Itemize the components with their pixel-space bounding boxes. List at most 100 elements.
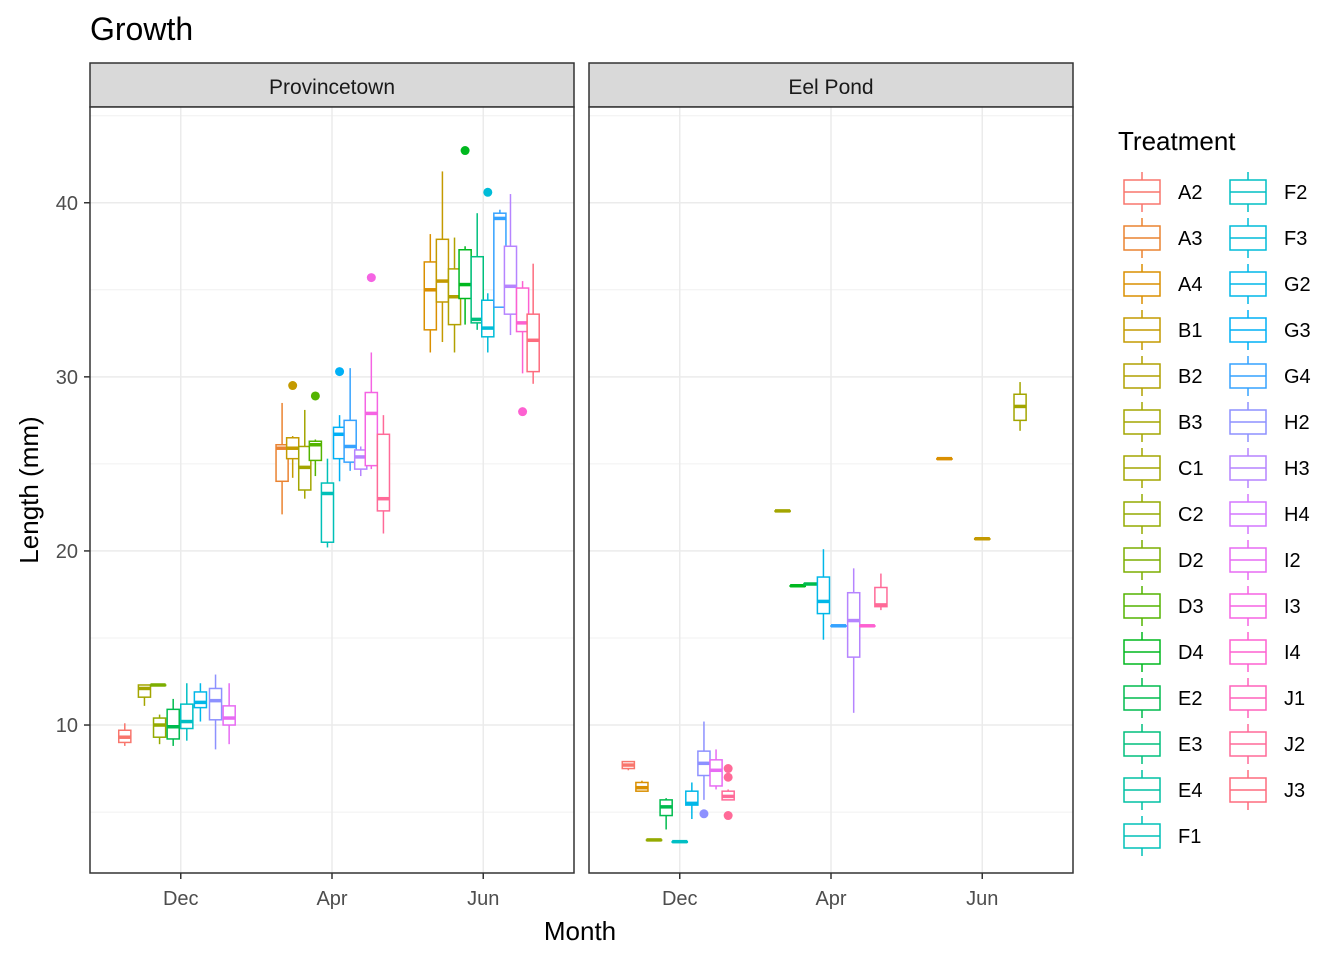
box-h3-jun	[503, 194, 518, 336]
legend-label: J1	[1284, 688, 1305, 710]
box-f2-dec	[180, 683, 194, 741]
legend-title: Treatment	[1118, 126, 1236, 156]
legend-item-b1: B1	[1123, 310, 1202, 350]
legend-item-i4: I4	[1229, 632, 1301, 672]
box-j2-apr	[874, 573, 888, 611]
facet-label: Eel Pond	[788, 76, 873, 99]
legend-label: G2	[1284, 274, 1311, 296]
legend-item-h4: H4	[1229, 494, 1310, 534]
outlier-point	[288, 381, 298, 391]
legend-label: A4	[1178, 274, 1202, 296]
facet-panels: Provincetown Dec Apr Jun 10 20 30 40 Eel Pond Dec…	[56, 62, 1074, 910]
box-j2-apr	[376, 415, 391, 534]
box-d4-apr	[789, 584, 807, 588]
box-i4-apr	[858, 624, 876, 628]
y-axis-title: Length (mm)	[14, 416, 44, 563]
legend-label: B3	[1178, 412, 1202, 434]
box-a3-apr	[275, 402, 289, 515]
legend-label: J3	[1284, 780, 1305, 802]
box-e2-dec	[659, 798, 673, 830]
legend-label: C1	[1178, 458, 1204, 480]
facet-strip	[89, 62, 575, 108]
legend-item-c2: C2	[1123, 494, 1204, 534]
box-b1-jun	[973, 536, 991, 541]
box-i2-dec	[222, 683, 236, 745]
legend-label: I3	[1284, 596, 1301, 618]
box-e3-jun	[470, 213, 484, 330]
legend-item-f2: F2	[1229, 172, 1307, 212]
legend-item-a3: A3	[1123, 218, 1202, 258]
box-d3-apr	[308, 391, 323, 477]
box-a2-dec	[621, 760, 636, 771]
box-b2-jun	[447, 237, 462, 353]
legend-item-h2: H2	[1229, 402, 1310, 442]
box-b1-jun	[435, 171, 450, 343]
box-i2-dec	[709, 749, 723, 790]
outlier-point	[310, 391, 320, 401]
panel-eel-pond: Eel Pond Dec Apr Jun	[588, 62, 1074, 910]
box-i3-apr	[364, 273, 379, 470]
legend-label: G3	[1284, 320, 1311, 342]
legend-label: B2	[1178, 366, 1202, 388]
box-i4-jun	[515, 281, 530, 417]
legend-item-j3: J3	[1229, 770, 1305, 810]
box-c1-apr	[774, 509, 791, 513]
legend-label: D4	[1178, 642, 1204, 664]
outlier-point	[460, 146, 470, 156]
legend-item-f3: F3	[1229, 218, 1307, 258]
outlier-point	[723, 811, 733, 821]
legend-label: H4	[1284, 504, 1310, 526]
legend-label: F2	[1284, 182, 1307, 204]
legend-label: C2	[1178, 504, 1204, 526]
box-b3-dec	[137, 684, 152, 706]
legend-label: B1	[1178, 320, 1202, 342]
x-axis-title: Month	[544, 916, 616, 946]
box-f2-dec	[671, 839, 689, 844]
legend-item-a4: A4	[1123, 264, 1202, 304]
legend-item-g3: G3	[1229, 310, 1311, 350]
box-a4-jun	[423, 234, 438, 353]
y-tick-label: 40	[56, 193, 78, 215]
legend-item-g4: G4	[1229, 356, 1311, 396]
legend-label: I4	[1284, 642, 1301, 664]
legend-item-j2: J2	[1229, 724, 1305, 764]
legend-label: J2	[1284, 734, 1305, 756]
box-g2-dec	[193, 683, 208, 722]
legend: Treatment A2 A3 A4 B1 B2 B3 C1 C2 D2 D3 D4 E2 E3 E4 F1…	[1118, 126, 1311, 856]
legend-label: E3	[1178, 734, 1202, 756]
outlier-point	[366, 273, 376, 283]
box-d4-jun	[458, 146, 472, 325]
legend-label: G4	[1284, 366, 1311, 388]
legend-label: D2	[1178, 550, 1204, 572]
legend-item-e3: E3	[1123, 724, 1202, 764]
x-tick-label: Dec	[163, 888, 199, 910]
box-c1-apr	[297, 409, 312, 499]
y-tick-label: 10	[56, 715, 78, 737]
panel-provincetown: Provincetown Dec Apr Jun 10 20 30 40	[56, 62, 575, 910]
outlier-point	[723, 764, 733, 774]
legend-item-d3: D3	[1123, 586, 1204, 626]
y-tick-label: 30	[56, 367, 78, 389]
chart-title: Growth	[90, 11, 193, 47]
box-c1-jun	[1013, 382, 1027, 431]
outlier-point	[518, 407, 528, 417]
box-e2-dec	[166, 698, 180, 746]
legend-item-a2: A2	[1123, 172, 1202, 212]
x-tick-label: Jun	[467, 888, 499, 910]
legend-item-d2: D2	[1123, 540, 1204, 580]
box-a4-dec	[635, 780, 649, 792]
x-tick-label: Apr	[815, 888, 846, 910]
legend-label: I2	[1284, 550, 1301, 572]
legend-label: A2	[1178, 182, 1202, 204]
facet-strip	[588, 62, 1074, 108]
legend-item-b2: B2	[1123, 356, 1202, 396]
legend-item-d4: D4	[1123, 632, 1204, 672]
legend-label: E2	[1178, 688, 1202, 710]
box-g2-dec	[685, 782, 699, 820]
legend-item-e4: E4	[1123, 770, 1202, 810]
legend-item-e2: E2	[1123, 678, 1202, 718]
legend-label: F3	[1284, 228, 1307, 250]
box-f3-jun	[480, 187, 495, 353]
legend-item-b3: B3	[1123, 402, 1202, 442]
